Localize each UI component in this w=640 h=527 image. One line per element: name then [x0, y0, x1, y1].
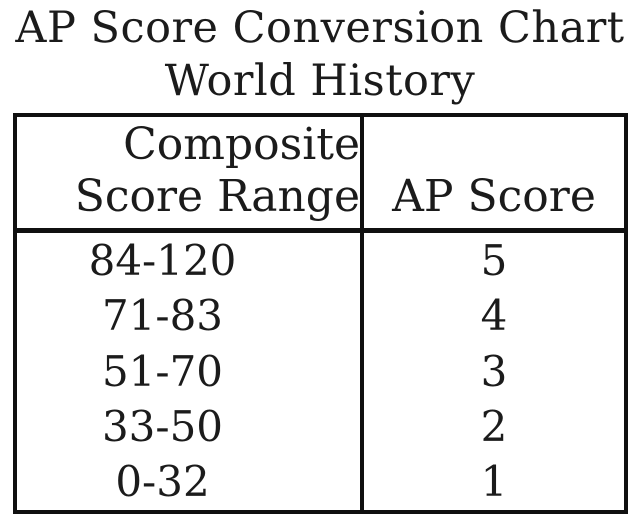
ap-score-value: 2: [480, 401, 508, 451]
table-row: 71-83 4: [17, 288, 624, 344]
page-title: AP Score Conversion Chart World History: [0, 2, 640, 108]
table-body: 84-120 5 71-83 4 51-70 3 33-50 2 0-32 1: [17, 233, 624, 511]
ap-score-value: 4: [480, 291, 508, 341]
table-row: 84-120 5: [17, 233, 624, 289]
table-row: 0-32 1: [17, 454, 624, 511]
table-row: 51-70 3: [17, 343, 624, 400]
composite-range-value: 51-70: [17, 343, 364, 400]
ap-score-value: 5: [480, 235, 508, 285]
table-header-row: Composite Score Range AP Score: [17, 117, 624, 233]
table-row: 33-50 2: [17, 399, 624, 455]
column-header-ap-score: AP Score: [364, 117, 624, 228]
page-title-line-1: AP Score Conversion Chart: [15, 3, 625, 53]
composite-range-value: 71-83: [17, 288, 364, 344]
composite-range-value: 84-120: [17, 233, 364, 289]
composite-range-value: 33-50: [17, 399, 364, 455]
column-header-composite-line-2: Score Range: [74, 171, 360, 222]
page-title-line-2: World History: [164, 56, 476, 106]
column-header-composite-score-range: Composite Score Range: [17, 117, 364, 228]
ap-score-value: 1: [480, 457, 508, 507]
ap-score-value: 3: [480, 346, 508, 396]
score-conversion-table: Composite Score Range AP Score 84-120 5 …: [13, 113, 628, 514]
column-header-ap-score-label: AP Score: [392, 171, 596, 222]
composite-range-value: 0-32: [17, 454, 364, 511]
column-header-composite-line-1: Composite: [123, 119, 360, 170]
